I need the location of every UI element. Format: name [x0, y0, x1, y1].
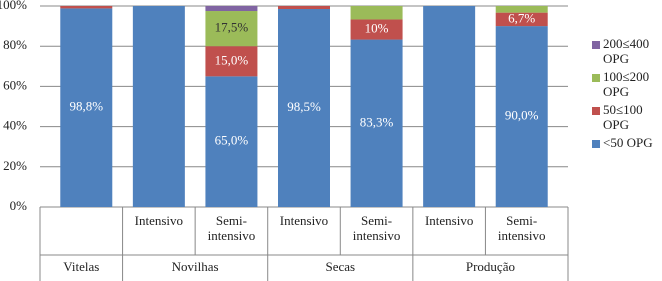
- legend-swatch: [592, 74, 600, 82]
- bar-segment: [350, 19, 403, 40]
- bar-segment: [350, 6, 403, 20]
- data-label: 6,7%: [508, 10, 535, 25]
- bar-segment: [205, 76, 258, 207]
- x-tick-label: Semi-intensivo: [498, 213, 546, 243]
- bar-segment: [205, 46, 258, 77]
- data-label: 15,0%: [215, 52, 249, 67]
- y-tick-label: 20%: [3, 158, 27, 173]
- bar-segment: [205, 11, 258, 47]
- data-label: 98,5%: [287, 99, 321, 114]
- legend-label: 200≤400 OPG: [603, 36, 649, 66]
- group-label: Secas: [325, 259, 355, 274]
- x-tick-label: Semi-intensivo: [353, 213, 401, 243]
- bar-segment: [278, 6, 330, 10]
- bar-segment: [60, 8, 113, 207]
- bar-segment: [278, 9, 330, 208]
- y-tick-label: 100%: [0, 0, 27, 12]
- x-tick-label: Intensivo: [425, 213, 473, 228]
- y-tick-label: 40%: [3, 118, 27, 133]
- legend-label: 50≤100 OPG: [603, 102, 643, 132]
- legend-label: 100≤200 OPG: [603, 69, 649, 99]
- data-label: 83,3%: [360, 114, 394, 129]
- x-tick-label: Intensivo: [135, 213, 183, 228]
- group-label: Novilhas: [172, 259, 219, 274]
- legend-swatch: [592, 41, 600, 49]
- group-label: Produção: [466, 259, 515, 274]
- data-label: 10%: [365, 21, 389, 36]
- x-tick-label: Intensivo: [280, 213, 328, 228]
- bar-segment: [350, 39, 403, 207]
- bar-segment: [495, 12, 548, 27]
- y-tick-label: 60%: [3, 77, 27, 92]
- legend-label: <50 OPG: [603, 135, 653, 150]
- bar-segment: [423, 6, 476, 207]
- data-label: 98,8%: [69, 99, 103, 114]
- bar-segment: [60, 6, 113, 9]
- data-label: 65,0%: [215, 133, 249, 148]
- bar-segment: [132, 6, 185, 207]
- y-tick-label: 0%: [10, 198, 28, 213]
- bar-segment: [495, 6, 548, 13]
- legend-swatch: [592, 107, 600, 115]
- legend-swatch: [592, 140, 600, 148]
- bar-segment: [495, 26, 548, 207]
- bar-segment: [205, 6, 258, 12]
- y-tick-label: 80%: [3, 37, 27, 52]
- x-tick-label: Semi-intensivo: [208, 213, 256, 243]
- data-label: 90,0%: [505, 108, 539, 123]
- group-label: Vitelas: [63, 259, 99, 274]
- data-label: 17,5%: [215, 20, 249, 35]
